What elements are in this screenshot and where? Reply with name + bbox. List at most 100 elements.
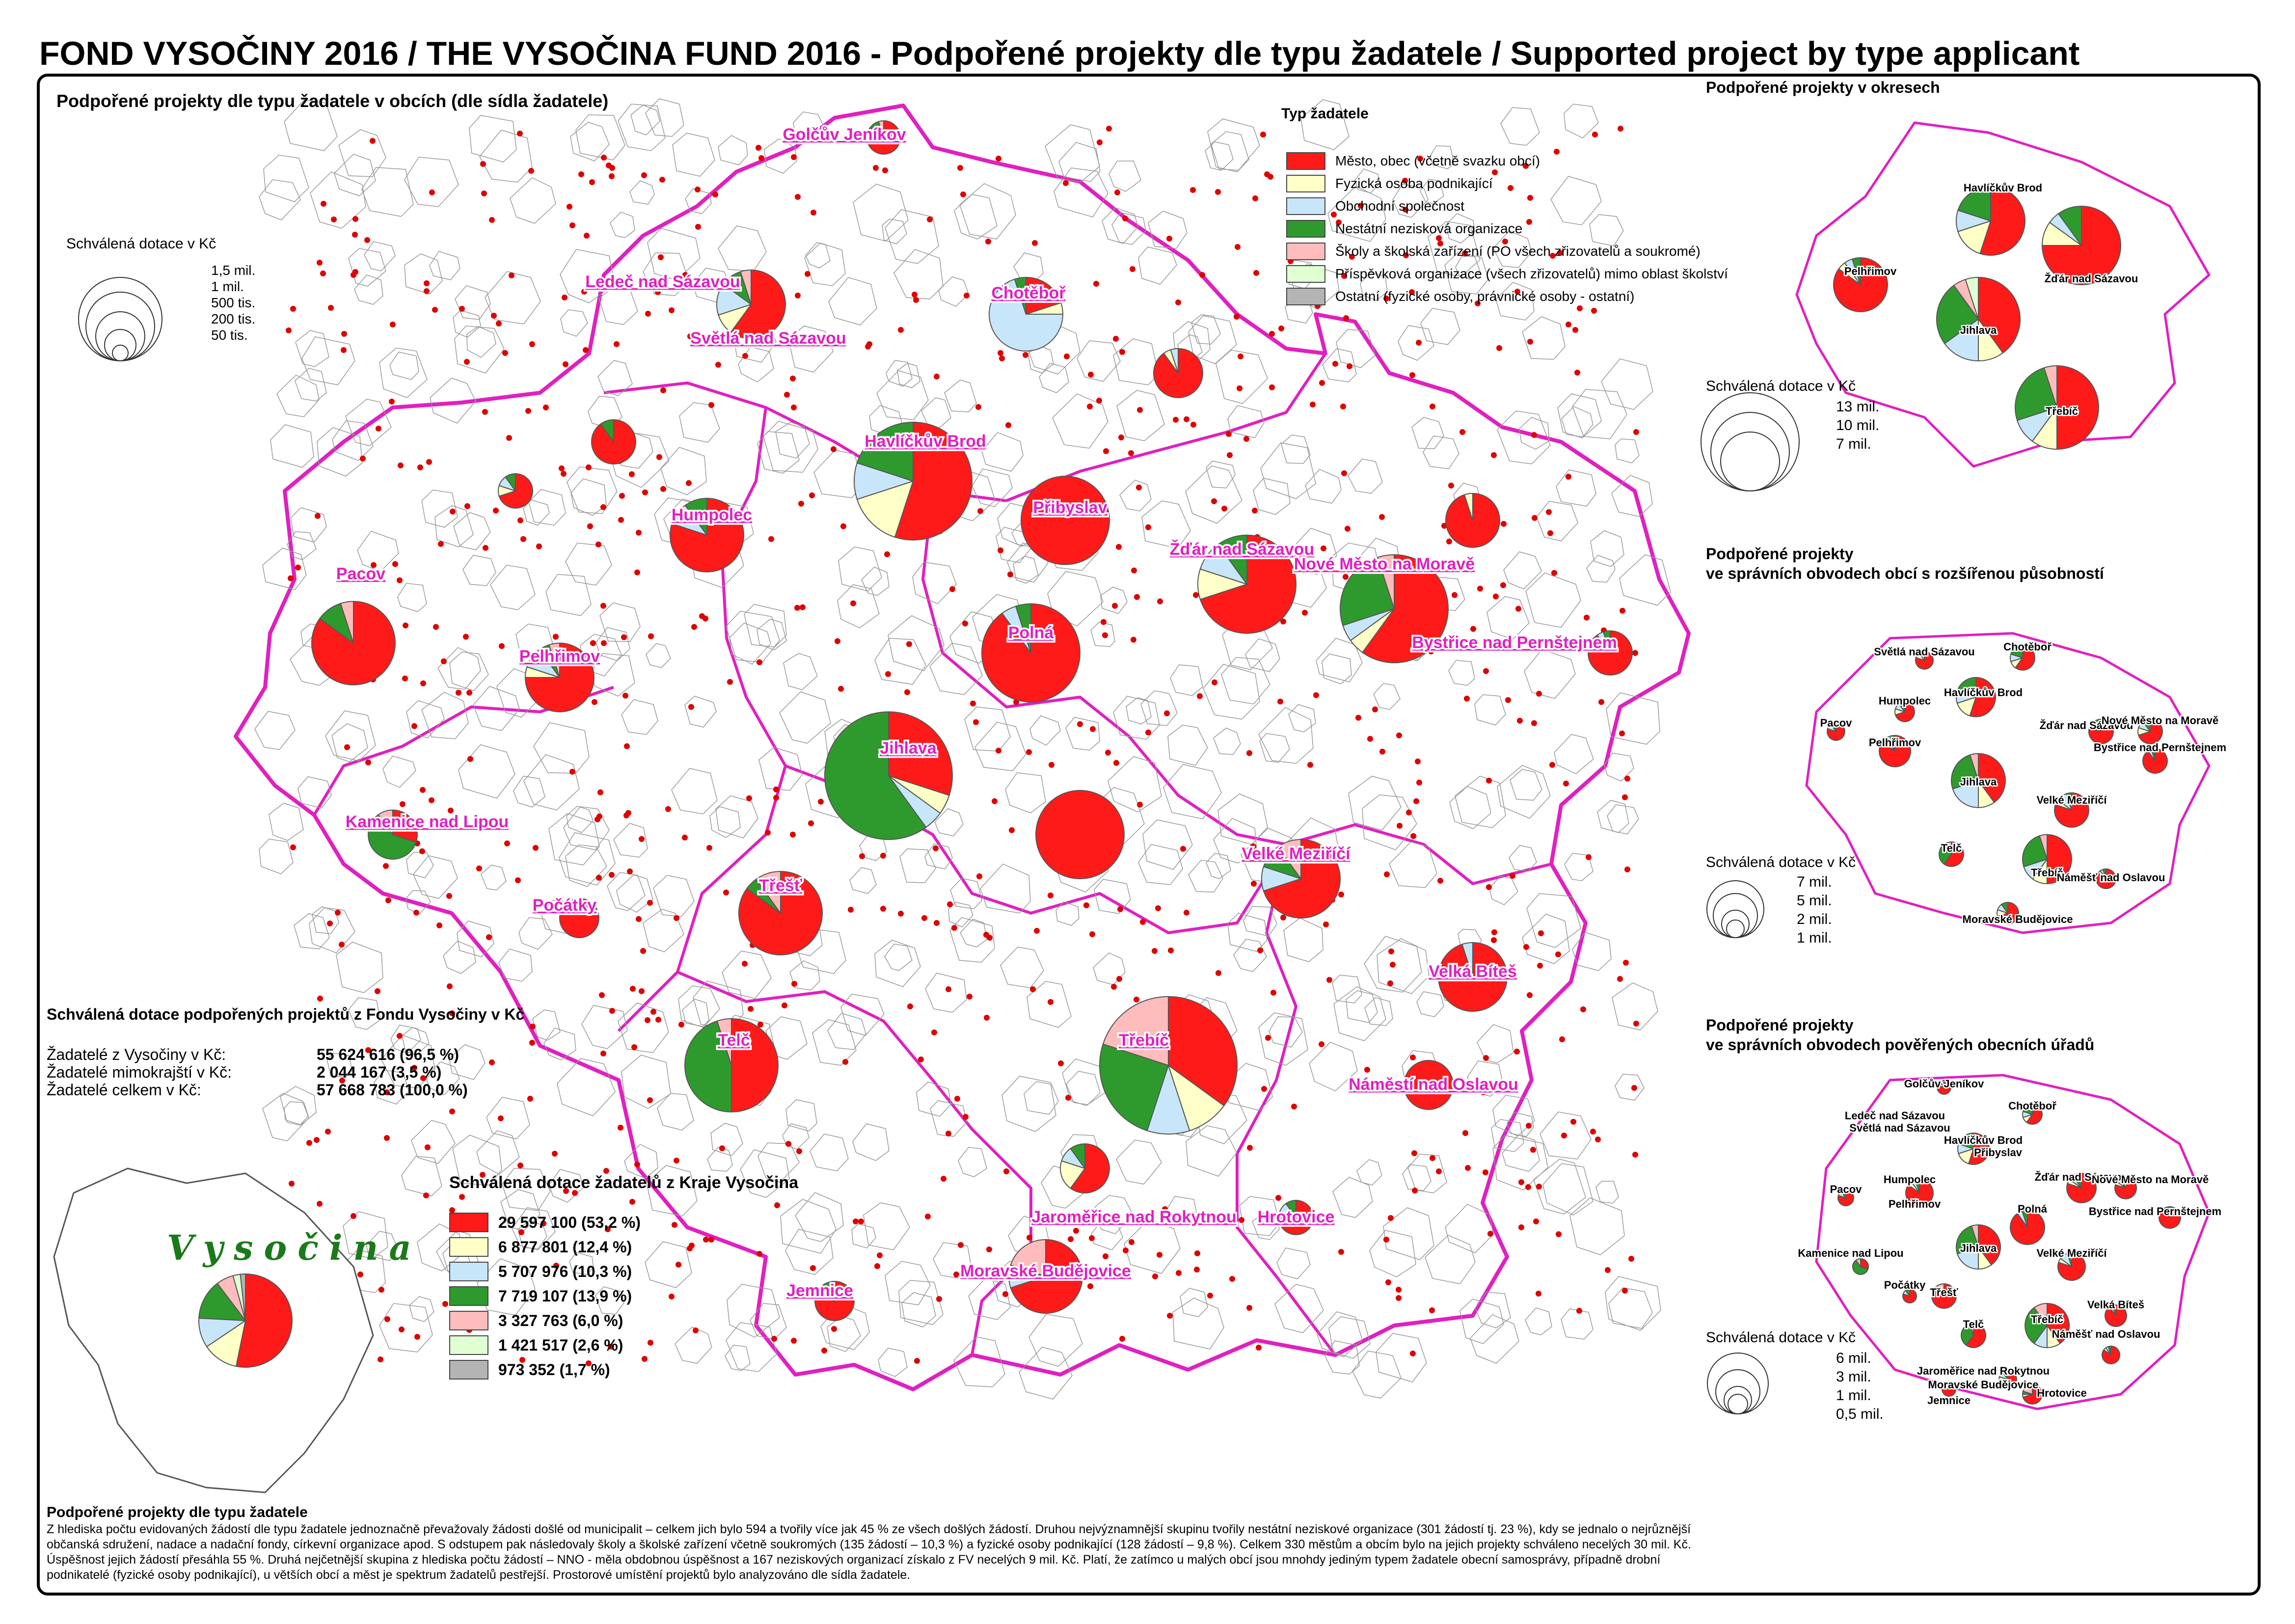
municipality-dot (1338, 892, 1344, 897)
municipality-dot (378, 1356, 383, 1362)
municipality-dot (1007, 571, 1013, 577)
municipality-dot (984, 1015, 990, 1021)
municipality-dot (480, 161, 486, 167)
municipality-dot (609, 173, 615, 179)
summary-label: Žadatelé z Vysočiny v Kč: (47, 1046, 226, 1063)
municipality-dot (678, 1022, 684, 1028)
pie-slice (1840, 1189, 1846, 1200)
legend-swatch (1286, 152, 1325, 170)
municipality-dot (605, 1226, 611, 1232)
municipality-dot (695, 224, 701, 230)
municipality-dot (660, 486, 666, 492)
municipality-dot (376, 426, 381, 432)
pie-slice (548, 642, 560, 678)
municipality-dot (840, 523, 846, 529)
municipality-dot (1590, 1129, 1596, 1135)
municipality-dot (413, 910, 419, 916)
municipality-dot (339, 942, 345, 947)
pie-slice (198, 1282, 247, 1322)
municipality-dot (1089, 931, 1095, 937)
municipality-dot (1113, 760, 1119, 766)
municipality-dot (1577, 305, 1583, 311)
municipality-dot (758, 155, 764, 161)
municipality-dot (918, 1056, 924, 1062)
municipality-dot (1118, 434, 1124, 440)
town-label: Moravské Budějovice (960, 1262, 1131, 1280)
municipality-dot (1448, 635, 1454, 641)
municipality-dot (1430, 404, 1435, 409)
municipality-dot (1572, 327, 1578, 333)
legend-swatch (449, 1286, 488, 1306)
municipality-pie (498, 473, 533, 509)
municipality-dot (384, 1316, 390, 1322)
municipality-dot (331, 217, 337, 222)
pie-slice (2043, 365, 2057, 408)
municipality-dot (1358, 203, 1364, 209)
municipality-dot (1536, 691, 1542, 697)
municipality-dot (977, 508, 983, 514)
municipality-dot (831, 446, 837, 452)
municipality-dot (420, 1075, 426, 1081)
town-label: Ledeč nad Sázavou (585, 272, 740, 291)
municipality-dot (963, 1114, 969, 1120)
municipality-dot (642, 1356, 648, 1362)
municipality-dot (317, 996, 323, 1001)
legend-swatch (1286, 175, 1325, 192)
district-inset-label: Jihlava (1960, 324, 1997, 336)
municipality-dot (290, 306, 296, 312)
municipality-dot (1537, 963, 1543, 969)
municipality-dot (629, 1199, 635, 1205)
orp-title-line2: ve správních obvodech obcí s rozšířenou … (1706, 565, 2104, 582)
municipality-dot (1446, 539, 1452, 544)
municipality-dot (1372, 706, 1378, 712)
municipality-dot (1486, 778, 1492, 784)
municipality-dot (1211, 498, 1217, 504)
municipality-dot (967, 994, 972, 1000)
applicant-legend-title: Typ žadatele (1281, 106, 1369, 122)
municipality-boundaries (254, 98, 1671, 1400)
district-inset-pie (1936, 276, 2021, 362)
municipality-dot (706, 845, 712, 851)
town-label: Hrotovice (1258, 1208, 1335, 1226)
municipality-dot (1280, 915, 1286, 920)
town-label: Velká Bíteš (1429, 962, 1517, 981)
municipality-pie (1438, 942, 1508, 1012)
municipality-dot (1087, 404, 1093, 409)
pie-slice (1015, 603, 1031, 653)
pou-inset-pie (1837, 1189, 1854, 1206)
district-inset-label: Pelhřimov (1844, 265, 1897, 277)
municipality-dot (1261, 1086, 1267, 1092)
municipality-dot (877, 1252, 883, 1258)
municipality-dot (1396, 732, 1402, 738)
size-legend-circle (1701, 392, 1800, 491)
municipality-dot (1063, 180, 1069, 186)
municipality-dot (1448, 483, 1454, 488)
town-label: Počátky (533, 896, 596, 915)
municipality-dot (489, 217, 495, 223)
municipality-dot (913, 297, 919, 303)
municipality-dot (1584, 615, 1590, 621)
municipality-dot (790, 832, 796, 838)
municipality-pie (1035, 790, 1125, 879)
municipality-dot (1077, 721, 1083, 727)
orp-inset-label: Bystřice nad Pernštejnem (2094, 741, 2226, 754)
pie-slice (1830, 722, 1836, 733)
municipality-dot (1411, 1150, 1417, 1156)
municipality-dot (1247, 1145, 1253, 1151)
municipality-dot (682, 835, 688, 840)
municipality-dot (960, 191, 966, 197)
municipality-dot (1331, 212, 1337, 217)
municipality-dot (795, 194, 801, 200)
legend-swatch (449, 1335, 488, 1355)
municipality-dot (983, 932, 989, 938)
municipality-dot (1302, 610, 1308, 616)
size-legend-label: 13 mil. (1836, 399, 1880, 415)
municipality-dot (562, 295, 567, 300)
pou-inset-label: Bystřice nad Pernštejnem (2089, 1205, 2221, 1218)
orp-inset-pie (2054, 792, 2089, 828)
pie-slice (1170, 348, 1179, 374)
pie-slice (2010, 645, 2023, 659)
municipality-dot (655, 1017, 661, 1023)
municipality-dot (438, 541, 444, 547)
town-label: Jihlava (880, 739, 937, 758)
